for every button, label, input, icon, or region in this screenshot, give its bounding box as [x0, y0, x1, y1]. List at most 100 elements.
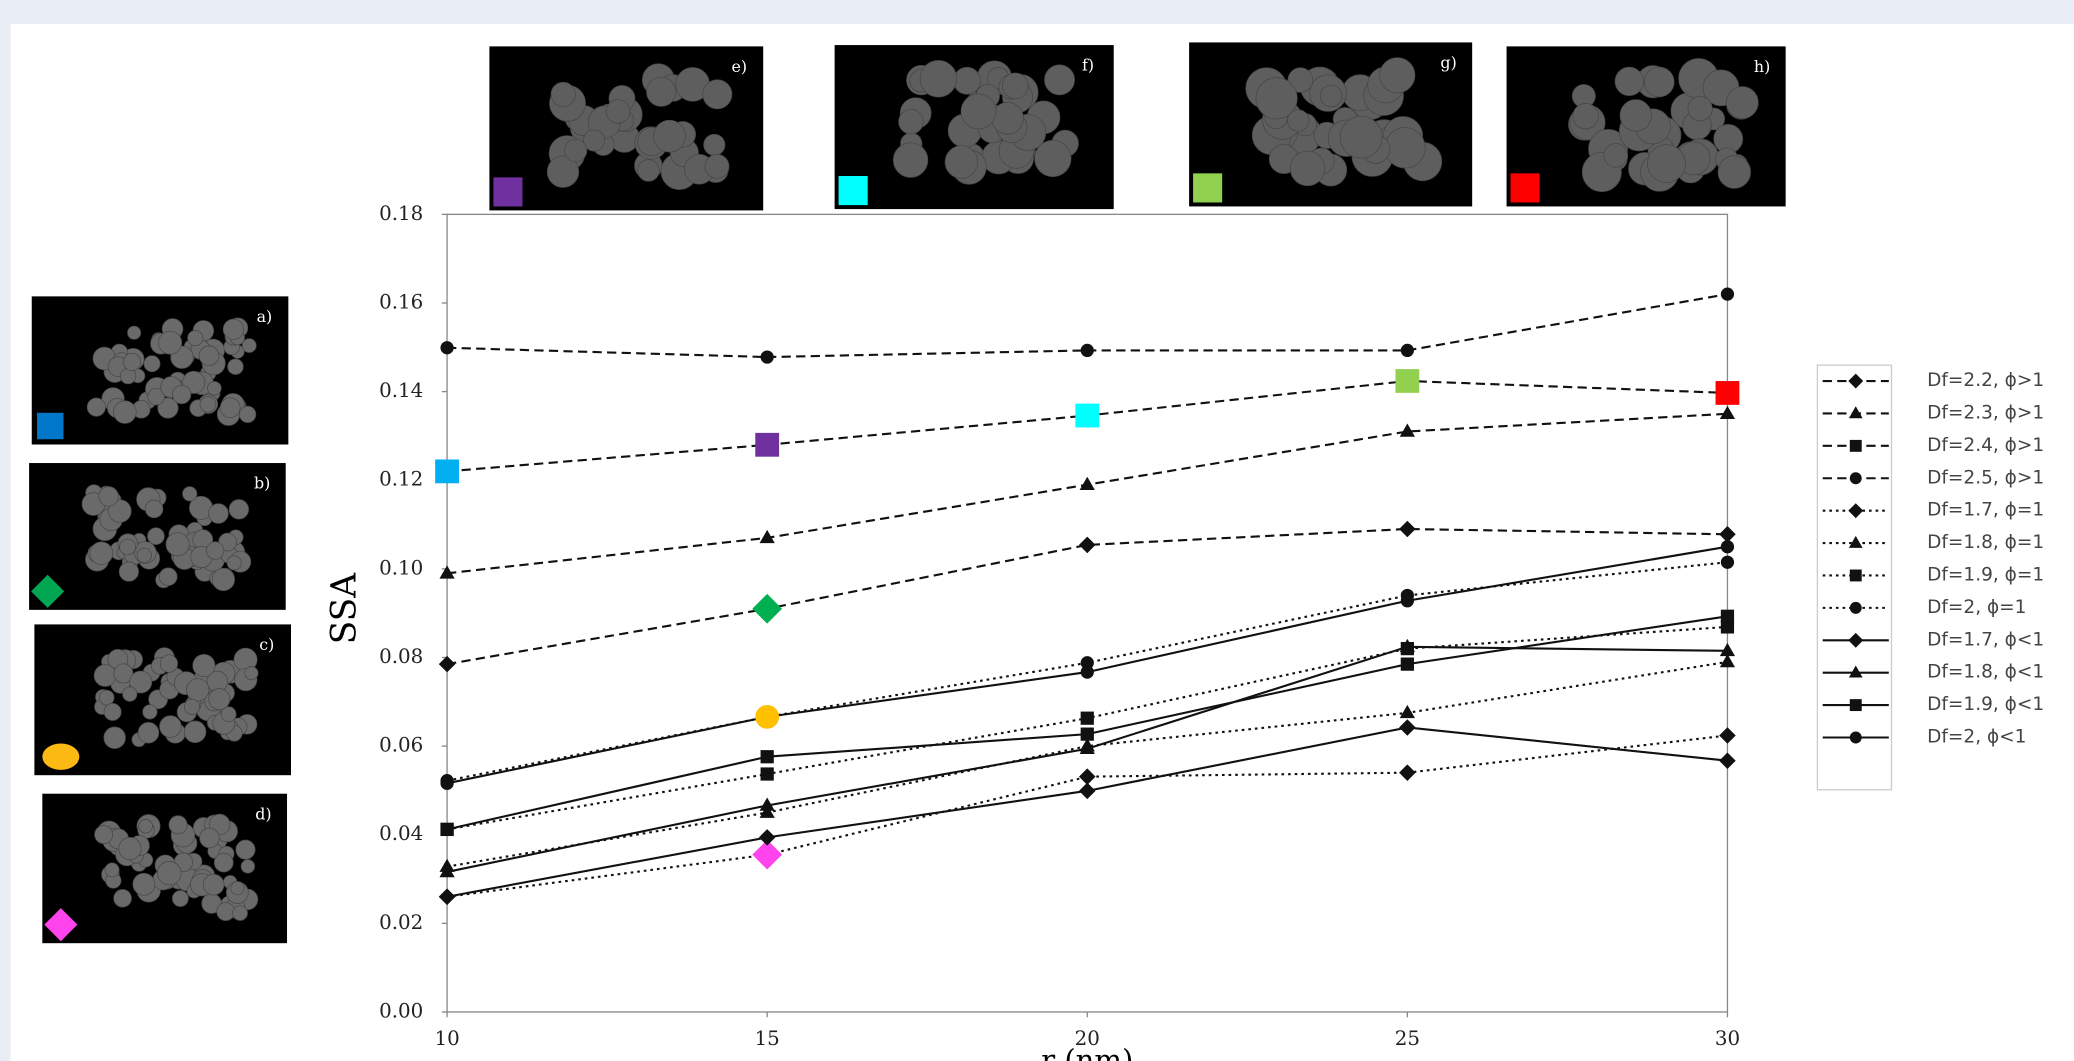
legend-marker [1850, 440, 1862, 452]
data-point [1081, 728, 1094, 741]
particle [144, 356, 160, 372]
particle [94, 665, 116, 687]
data-point [1721, 556, 1734, 569]
y-tick-label: 0.16 [379, 290, 423, 313]
legend-label: Df=1.7, ϕ=1 [1927, 500, 2044, 521]
particle [104, 703, 121, 720]
legend-label: Df=1.9, ϕ<1 [1927, 694, 2044, 715]
particle [703, 80, 732, 109]
particle [236, 840, 255, 859]
legend-label: Df=1.8, ϕ=1 [1927, 532, 2044, 553]
particle [158, 331, 181, 354]
particle [188, 330, 203, 345]
legend-marker [1850, 570, 1862, 582]
particle [233, 906, 248, 921]
y-tick-label: 0.08 [379, 645, 423, 668]
legend-label: Df=1.7, ϕ<1 [1927, 629, 2044, 650]
particle [182, 487, 196, 501]
y-tick-label: 0.14 [379, 379, 423, 402]
y-tick-label: 0.12 [379, 468, 423, 491]
data-point [440, 823, 453, 836]
x-tick-label: 25 [1395, 1027, 1420, 1050]
particle [217, 903, 235, 921]
particle [1380, 58, 1415, 93]
legend-label: Df=1.9, ϕ=1 [1927, 564, 2044, 585]
data-point [1401, 344, 1414, 357]
data-point [755, 705, 779, 729]
particle [160, 716, 182, 738]
particle [1647, 145, 1685, 183]
panel-label: d) [255, 804, 271, 823]
figure: a)b)c)d)e)f)g)h)0.000.020.040.060.080.10… [0, 0, 2074, 1061]
particle [227, 556, 241, 570]
legend-label: Df=2.3, ϕ>1 [1927, 402, 2044, 423]
panel-marker [1193, 173, 1222, 202]
particle [992, 102, 1024, 134]
particle [220, 398, 240, 418]
particle [184, 721, 206, 743]
panel-label: g) [1440, 53, 1456, 72]
particle [704, 134, 725, 155]
particle [945, 146, 978, 179]
particle [231, 881, 244, 894]
particle [961, 94, 996, 129]
panel-marker [1511, 173, 1540, 202]
data-point [755, 433, 779, 457]
particle [209, 689, 230, 710]
particle [1718, 156, 1751, 189]
particle [207, 381, 221, 395]
particle [186, 679, 208, 701]
legend-label: Df=2.2, ϕ>1 [1927, 370, 2044, 391]
particle [133, 873, 155, 895]
particle [229, 500, 249, 520]
particle [1320, 85, 1342, 107]
particle [139, 819, 153, 833]
particle [1620, 100, 1652, 132]
x-tick-label: 30 [1715, 1027, 1740, 1050]
particle [184, 699, 199, 714]
particle [143, 705, 157, 719]
data-point [1081, 344, 1094, 357]
particle [1688, 96, 1713, 121]
x-tick-label: 10 [434, 1027, 459, 1050]
data-point [1081, 665, 1094, 678]
y-tick-label: 0.18 [379, 202, 423, 225]
particle [1256, 78, 1297, 119]
particle [87, 398, 105, 416]
x-axis-label: r (nm) [1041, 1043, 1133, 1061]
particle [1290, 151, 1325, 186]
particle [1044, 65, 1074, 95]
particle [199, 346, 219, 366]
particle [638, 160, 660, 182]
particle [169, 816, 187, 834]
data-point [1721, 610, 1734, 623]
y-tick-label: 0.04 [379, 822, 423, 845]
panel-label: a) [257, 307, 273, 326]
particle [119, 837, 141, 859]
particle [138, 722, 159, 743]
particle [172, 385, 190, 403]
particle [159, 568, 177, 586]
particle [105, 863, 119, 877]
panel-marker [37, 413, 63, 439]
data-point [761, 350, 774, 363]
particle [90, 542, 113, 565]
particle [1726, 87, 1758, 119]
data-point [440, 341, 453, 354]
data-point [1075, 404, 1099, 428]
particle [193, 654, 215, 676]
legend-label: Df=2, ϕ<1 [1927, 727, 2026, 748]
panel-marker [839, 176, 868, 205]
legend-marker [1850, 472, 1862, 484]
data-point [1395, 369, 1419, 393]
legend-marker [1850, 602, 1862, 614]
particle [137, 548, 152, 563]
particle [228, 359, 244, 375]
particle [245, 666, 258, 679]
data-point [1721, 288, 1734, 301]
particle [120, 539, 136, 555]
particle [145, 500, 163, 518]
particle [114, 889, 132, 907]
data-point [435, 459, 459, 483]
particle [157, 861, 181, 885]
